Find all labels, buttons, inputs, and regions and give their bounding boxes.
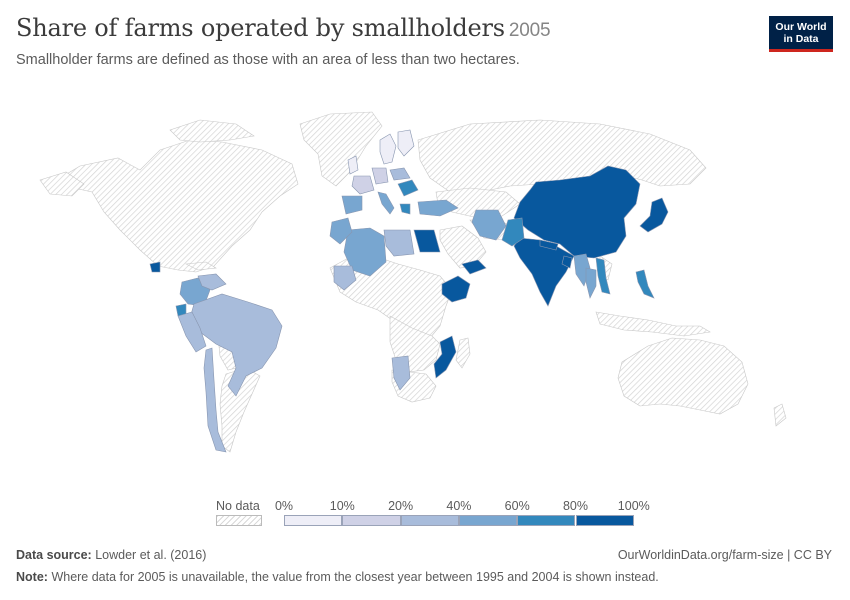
legend-tick-label: 100%	[617, 499, 650, 513]
no-data-land	[39, 111, 787, 453]
region-poland[interactable]	[389, 167, 411, 181]
canada-islands-shape[interactable]	[169, 119, 255, 143]
legend-tick-label: 60%	[504, 499, 530, 513]
region-spain[interactable]	[341, 195, 363, 215]
region-iran[interactable]	[471, 209, 507, 241]
region-united-kingdom[interactable]	[347, 155, 359, 175]
region-yemen[interactable]	[461, 259, 487, 275]
region-morocco[interactable]	[329, 217, 353, 245]
legend-bin-80-100[interactable]	[575, 515, 634, 526]
region-venezuela[interactable]	[197, 273, 227, 291]
legend-no-data-swatch[interactable]	[216, 515, 262, 526]
data-source-link[interactable]: Lowder et al. (2016)	[95, 548, 207, 562]
legend-bin-60-80[interactable]	[517, 515, 576, 526]
region-ethiopia[interactable]	[441, 275, 471, 303]
region-turkey[interactable]	[417, 199, 459, 217]
map-legend: No data 0% 10% 20% 40% 60% 80% 100%	[0, 494, 850, 534]
legend-tick-label: 80%	[562, 499, 589, 513]
region-vietnam[interactable]	[595, 257, 611, 295]
region-peru[interactable]	[177, 311, 207, 353]
data-regions	[149, 129, 669, 453]
region-namibia[interactable]	[391, 355, 411, 391]
australia-shape[interactable]	[617, 337, 749, 415]
madagascar-shape[interactable]	[455, 337, 471, 369]
region-italy[interactable]	[377, 191, 395, 215]
region-finland[interactable]	[397, 129, 415, 157]
argentina-shape[interactable]	[219, 367, 261, 453]
region-greece[interactable]	[399, 203, 411, 215]
indonesia-shape[interactable]	[595, 311, 711, 337]
region-algeria[interactable]	[343, 227, 387, 277]
logo-line-1: Our World	[775, 21, 827, 33]
world-map[interactable]	[0, 80, 850, 490]
chart-subtitle: Smallholder farms are defined as those w…	[16, 52, 520, 68]
chart-url[interactable]: OurWorldinData.org/farm-size | CC BY	[617, 548, 832, 562]
legend-bin-20-40[interactable]	[400, 515, 459, 526]
footer-note: Note: Where data for 2005 is unavailable…	[16, 570, 659, 584]
region-mali[interactable]	[333, 265, 357, 291]
greenland-shape[interactable]	[299, 111, 383, 187]
region-germany[interactable]	[371, 167, 389, 185]
region-sweden[interactable]	[379, 133, 397, 165]
owid-logo[interactable]: Our World in Data	[769, 16, 833, 52]
region-mozambique[interactable]	[433, 335, 457, 379]
region-china[interactable]	[513, 165, 641, 259]
region-libya[interactable]	[383, 229, 415, 257]
region-japan[interactable]	[639, 197, 669, 233]
footer-note-text: Where data for 2005 is unavailable, the …	[51, 570, 659, 584]
legend-bin-10-20[interactable]	[342, 515, 401, 526]
data-source-label: Data source:	[16, 548, 92, 562]
logo-line-2: in Data	[783, 33, 819, 45]
region-bangladesh[interactable]	[561, 255, 573, 269]
legend-tick-label: 10%	[329, 499, 355, 513]
region-brazil[interactable]	[189, 293, 283, 397]
alaska-shape[interactable]	[39, 171, 85, 197]
chart-title: Share of farms operated by smallholders 2…	[16, 14, 551, 42]
region-romania[interactable]	[397, 179, 419, 197]
footer-note-label: Note:	[16, 570, 48, 584]
data-source: Data source: Lowder et al. (2016)	[16, 548, 206, 562]
region-nepal[interactable]	[539, 239, 559, 251]
legend-tick-label: 40%	[446, 499, 472, 513]
region-france[interactable]	[351, 175, 375, 195]
region-philippines[interactable]	[635, 269, 655, 299]
chart-title-text: Share of farms operated by smallholders	[16, 14, 505, 42]
region-thailand[interactable]	[585, 267, 597, 299]
legend-tick-label: 0%	[274, 499, 294, 513]
legend-bin-0-10[interactable]	[284, 515, 343, 526]
region-egypt[interactable]	[413, 229, 441, 253]
chart-year: 2005	[508, 20, 551, 41]
region-guatemala[interactable]	[149, 261, 161, 273]
legend-bin-40-60[interactable]	[458, 515, 518, 526]
legend-tick-label: 20%	[388, 499, 414, 513]
new-zealand-shape[interactable]	[773, 403, 787, 427]
region-pakistan[interactable]	[501, 217, 525, 247]
cuba-shape[interactable]	[184, 261, 217, 271]
region-chile[interactable]	[203, 347, 227, 453]
north-america-shape[interactable]	[59, 139, 299, 273]
legend-no-data-label: No data	[216, 499, 260, 513]
